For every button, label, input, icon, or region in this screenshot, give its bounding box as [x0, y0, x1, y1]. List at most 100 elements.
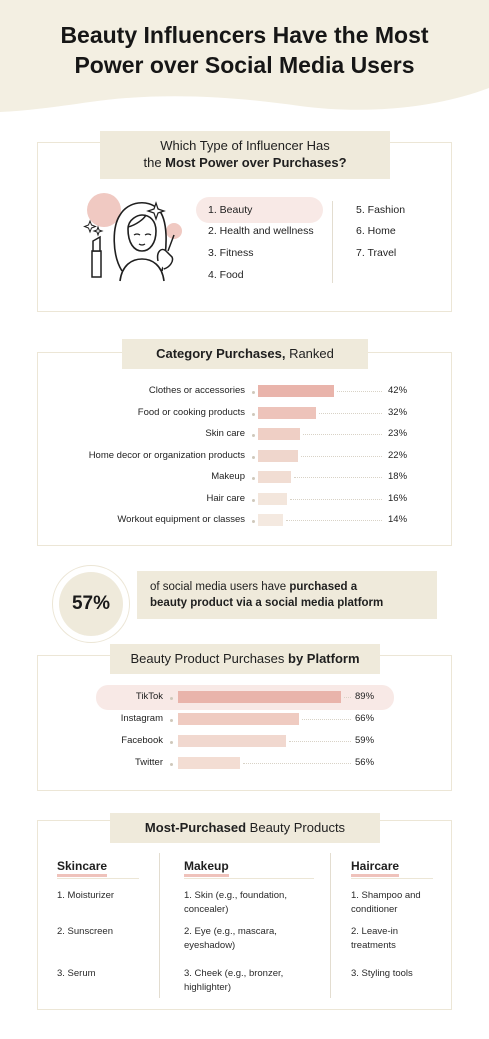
category-purchases-title: Category Purchases, Ranked [122, 339, 368, 369]
influencer-item-food: 4. Food [208, 269, 244, 281]
haircare-item-1: 1. Shampoo and conditioner [351, 889, 446, 917]
makeup-item-1: 1. Skin (e.g., foundation, concealer) [184, 889, 324, 917]
category-value-label: 42% [388, 385, 408, 396]
platform-purchases-panel: Beauty Product Purchases by Platform Tik… [37, 644, 453, 791]
category-row-hair-care: Hair care 16% [38, 492, 453, 507]
haircare-heading-underline [351, 874, 400, 877]
haircare-rule [351, 878, 433, 879]
category-bar [258, 428, 300, 440]
platform-bar [178, 691, 341, 703]
skincare-column: Skincare 1. Moisturizer Makeup2. Sunscre… [57, 857, 139, 979]
skincare-item-2-text: 2. Sunscreen [57, 926, 113, 937]
category-leader-line [303, 434, 382, 435]
skincare-item-3: 3. Serum [57, 967, 157, 981]
products-title-bold: Most-Purchased [144, 820, 247, 835]
stat-value: 57% [59, 572, 123, 636]
influencer-item-beauty: 1. Beauty [208, 204, 253, 216]
influencer-title-line1: Which Type of Influencer Has [160, 138, 330, 153]
stat-text-line1: of social media users have purchased a [150, 579, 437, 595]
haircare-heading: Haircare [351, 859, 400, 877]
platform-value-label: 56% [355, 757, 375, 768]
influencer-title-bold: Most Power over Purchases? [165, 155, 347, 170]
products-title: Most-Purchased Beauty Products [110, 813, 380, 843]
influencer-title-line2: the Most Power over Purchases? [100, 154, 390, 171]
category-purchases-panel: Category Purchases, Ranked Clothes or ac… [37, 339, 453, 546]
category-label: Skin care [205, 428, 245, 439]
makeup-heading-text: Makeup [184, 859, 229, 873]
category-bar [258, 492, 287, 505]
category-leader-line [301, 455, 382, 457]
category-bar [258, 406, 316, 419]
haircare-item-2-line2: treatments [351, 940, 396, 951]
stat-text-bold2: beauty product via a social media platfo… [150, 597, 384, 609]
category-leader-line [286, 520, 382, 521]
platform-title-plain: Beauty Product Purchases [130, 651, 288, 666]
influencer-item-fitness: 3. Fitness [208, 247, 254, 259]
category-label: Workout equipment or classes [117, 514, 245, 525]
haircare-column: Haircare 1. Shampoo and conditioner 2. Le… [351, 857, 433, 979]
platform-title-bold: by Platform [288, 651, 360, 666]
category-bar [258, 471, 291, 483]
haircare-item-1-line1: 1. Shampoo and [351, 890, 421, 901]
category-leader-line [294, 477, 382, 478]
platform-row-tiktok: TikTok 89% [38, 691, 453, 705]
category-title-bold: Category Purchases, [156, 346, 286, 361]
makeup-heading: Makeup [184, 859, 229, 877]
makeup-item-2: 2. Eye (e.g., mascara, eyeshadow) [184, 925, 324, 953]
category-row-food-or-cooking-products: Food or cooking products 32% [38, 406, 453, 421]
makeup-item-2-line2: eyeshadow) [184, 940, 236, 951]
platform-bar [178, 735, 286, 747]
haircare-heading-text: Haircare [351, 859, 400, 873]
category-label: Home decor or organization products [88, 449, 245, 461]
makeup-heading-underline [184, 874, 229, 877]
products-title-rest: Beauty Products [246, 820, 346, 835]
category-value-label: 16% [388, 492, 408, 504]
category-marker-dot [252, 520, 255, 523]
category-row-makeup: Makeup 18% [38, 471, 453, 485]
influencer-item-home: 6. Home [356, 225, 396, 237]
skincare-heading: Skincare [57, 859, 108, 877]
category-value-label: 23% [388, 428, 408, 439]
platform-bar [178, 713, 299, 725]
skincare-item-3-text: 3. Serum [57, 968, 96, 979]
category-leader-line [290, 498, 382, 500]
platform-marker-dot [170, 741, 173, 744]
platform-label: Facebook [121, 735, 163, 746]
category-marker-dot [252, 477, 255, 480]
category-leader-line [319, 412, 382, 414]
skincare-item-2: Makeup2. Sunscreen [57, 925, 157, 939]
makeup-item-3-line1: 3. Cheek (e.g., bronzer, [184, 968, 284, 979]
makeup-item-3: 3. Cheek (e.g., bronzer, highlighter) [184, 967, 324, 995]
stat-text-plain: of social media users have [150, 581, 290, 593]
platform-row-facebook: Facebook 59% [38, 735, 453, 749]
influencer-item-travel: 7. Travel [356, 247, 397, 259]
category-marker-dot [252, 391, 255, 394]
category-value-label: 14% [388, 514, 408, 525]
influencer-illustration [83, 193, 182, 282]
skincare-item-1-text: 1. Moisturizer [57, 890, 115, 901]
header-background [0, 0, 489, 112]
haircare-item-2-line1: 2. Leave-in [351, 926, 399, 937]
category-marker-dot [252, 412, 255, 416]
category-value-label: 18% [388, 471, 408, 482]
category-row-clothes-or-accessories: Clothes or accessories 42% [38, 385, 453, 399]
category-marker-dot [252, 455, 255, 459]
skincare-heading-underline [57, 874, 108, 877]
category-bar [258, 449, 298, 462]
category-label: Makeup [211, 471, 245, 482]
platform-label: Instagram [120, 713, 163, 724]
platform-row-instagram: Instagram 66% [38, 713, 453, 727]
platform-leader-line [289, 741, 351, 742]
platform-value-label: 89% [355, 691, 375, 702]
category-bar [258, 385, 334, 397]
category-bar [258, 514, 283, 526]
haircare-item-1-line2: conditioner [351, 904, 398, 915]
platform-leader-line [302, 719, 351, 720]
category-marker-dot [252, 498, 255, 502]
category-title-rest: Ranked [285, 346, 334, 361]
most-purchased-products-panel: Most-Purchased Beauty Products Skincare … [37, 813, 452, 1010]
makeup-item-1-line2: concealer) [184, 904, 229, 915]
stat-text: of social media users have purchased a b… [137, 571, 437, 619]
skincare-rule [57, 878, 139, 879]
category-row-skin-care: Skin care 23% [38, 428, 453, 442]
